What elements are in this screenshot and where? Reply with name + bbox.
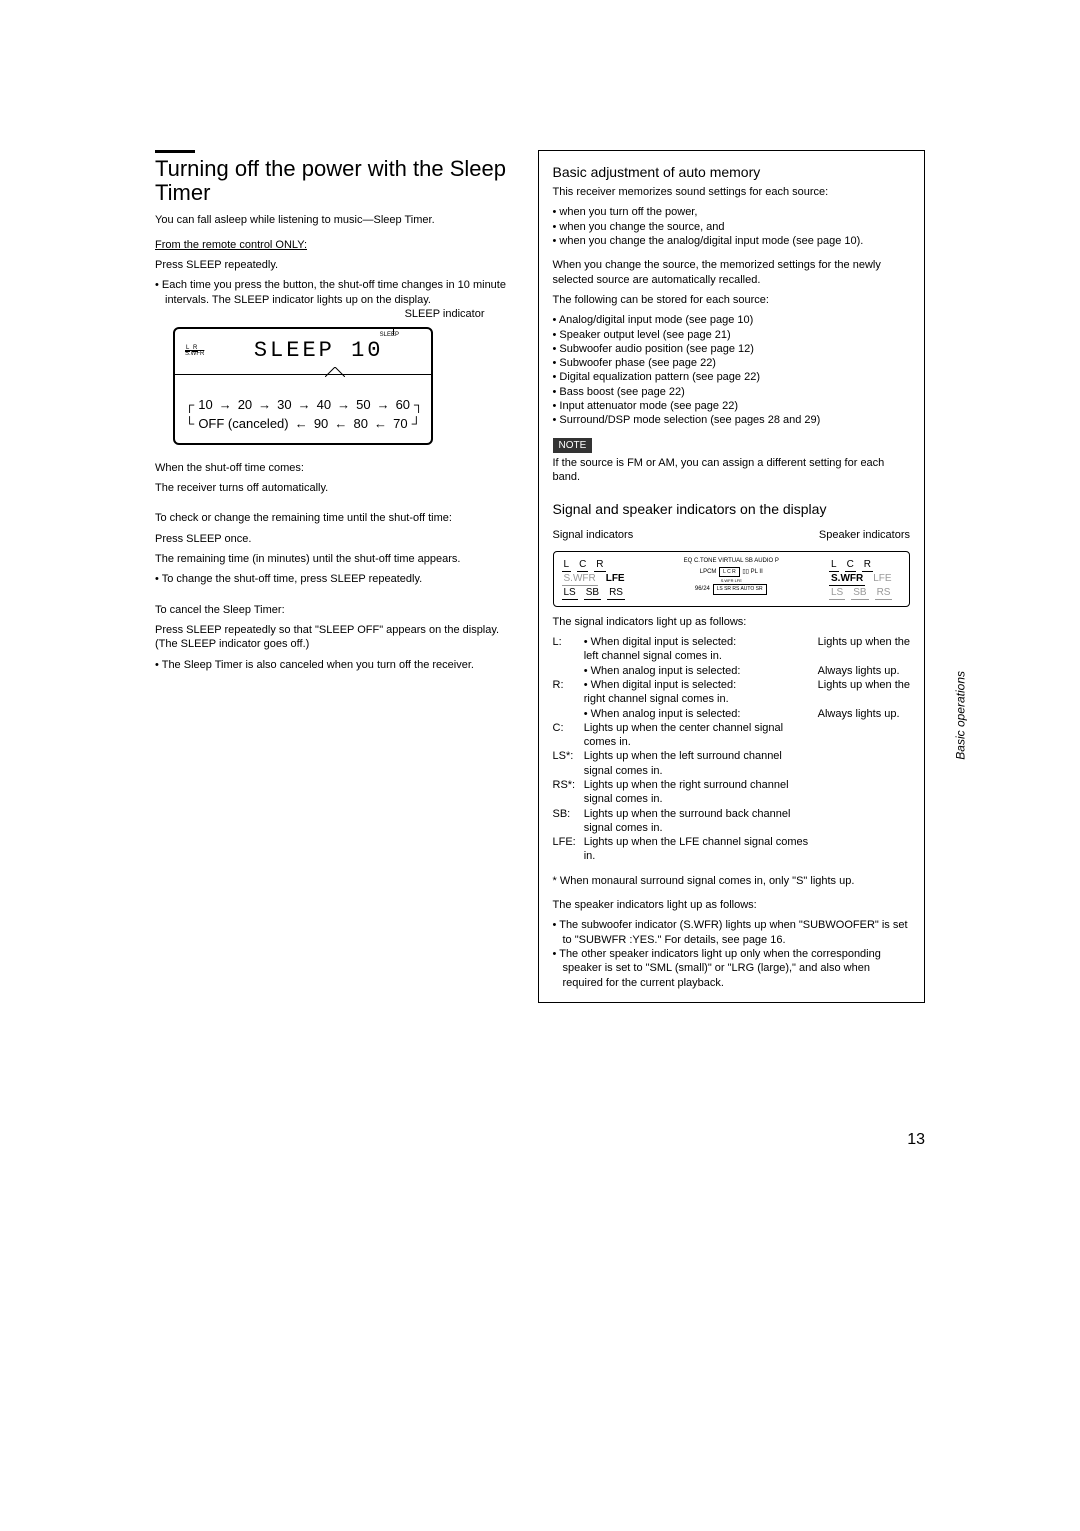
bullet-item: To change the shut-off time, press SLEEP… (155, 572, 513, 586)
memory-list-2: Analog/digital input mode (see page 10) … (553, 313, 911, 427)
def-row: • When analog input is selected:Always l… (553, 707, 911, 721)
display-top: L RS.WFR SLEEP 10 SLEEP (175, 329, 431, 375)
auto-memory-heading: Basic adjustment of auto memory (553, 163, 911, 181)
section-rule (155, 150, 195, 153)
list-item: The other speaker indicators light up on… (553, 947, 911, 990)
memory-p2b: The following can be stored for each sou… (553, 293, 911, 307)
list-item: Digital equalization pattern (see page 2… (553, 370, 911, 384)
footnote: * When monaural surround signal comes in… (553, 874, 911, 888)
memory-list-1: when you turn off the power, when you ch… (553, 205, 911, 248)
list-item: when you turn off the power, (553, 205, 911, 219)
def-row: left channel signal comes in. (553, 649, 911, 663)
right-column: Basic adjustment of auto memory This rec… (538, 150, 926, 1003)
note-text: If the source is FM or AM, you can assig… (553, 456, 911, 485)
list-item: Bass boost (see page 22) (553, 385, 911, 399)
cancel-bullets: The Sleep Timer is also canceled when yo… (155, 658, 513, 672)
list-item: Subwoofer audio position (see page 12) (553, 342, 911, 356)
sleep-timer-heading: Turning off the power with the Sleep Tim… (155, 157, 513, 205)
indicators-heading: Signal and speaker indicators on the dis… (553, 500, 911, 518)
display-text: SLEEP 10 (216, 337, 421, 366)
def-row: right channel signal comes in. (553, 692, 911, 706)
shutoff-heading: When the shut-off time comes: (155, 461, 513, 475)
flow-row-top: ┌ 10 20 30 40 50 60 ┐ (185, 397, 421, 414)
signal-intro: The signal indicators light up as follow… (553, 615, 911, 629)
list-item: The subwoofer indicator (S.WFR) lights u… (553, 918, 911, 947)
list-item: Surround/DSP mode selection (see pages 2… (553, 413, 911, 427)
list-item: Subwoofer phase (see page 22) (553, 356, 911, 370)
cancel-body: Press SLEEP repeatedly so that "SLEEP OF… (155, 623, 513, 652)
side-section-label: Basic operations (954, 671, 970, 760)
check-heading: To check or change the remaining time un… (155, 511, 513, 525)
def-row: LFE:Lights up when the LFE channel signa… (553, 835, 911, 864)
def-row: • When analog input is selected:Always l… (553, 664, 911, 678)
center-indicator-group: EQ C.TONE VIRTUAL SB AUDIO P LPCM L C R … (640, 558, 824, 600)
left-column: Turning off the power with the Sleep Tim… (155, 150, 513, 1003)
speaker-intro: The speaker indicators light up as follo… (553, 898, 911, 912)
list-item: Speaker output level (see page 21) (553, 328, 911, 342)
signal-definitions: L:• When digital input is selected:Light… (553, 635, 911, 864)
note-badge: NOTE (553, 438, 593, 453)
flow-row-bottom: └ OFF (canceled) 90 80 70 ┘ (185, 416, 421, 433)
bullet-list: Each time you press the button, the shut… (155, 278, 513, 307)
flow-diagram: ┌ 10 20 30 40 50 60 ┐ └ OFF (canceled) 9… (175, 389, 431, 443)
check-body-1: Press SLEEP once. (155, 532, 513, 546)
check-body-2: The remaining time (in minutes) until th… (155, 552, 513, 566)
bullet-item: The Sleep Timer is also canceled when yo… (155, 658, 513, 672)
def-row: C:Lights up when the center channel sign… (553, 721, 911, 750)
page-number: 13 (907, 1130, 925, 1151)
sleep-display-diagram: L RS.WFR SLEEP 10 SLEEP ┌ 10 20 30 40 50… (173, 327, 433, 445)
check-bullets: To change the shut-off time, press SLEEP… (155, 572, 513, 586)
list-item: when you change the source, and (553, 220, 911, 234)
press-sleep-text: Press SLEEP repeatedly. (155, 258, 513, 272)
cancel-heading: To cancel the Sleep Timer: (155, 603, 513, 617)
memory-intro: This receiver memorizes sound settings f… (553, 185, 911, 199)
def-row: R:• When digital input is selected:Light… (553, 678, 911, 692)
shutoff-body: The receiver turns off automatically. (155, 481, 513, 495)
speaker-indicators-label: Speaker indicators (819, 528, 910, 542)
signal-indicator-group: LCR S.WFRLFE LSSBRS (562, 558, 634, 600)
bullet-item: Each time you press the button, the shut… (155, 278, 513, 307)
indicator-display-diagram: LCR S.WFRLFE LSSBRS EQ C.TONE VIRTUAL SB… (553, 551, 911, 607)
indicator-labels: Signal indicators Speaker indicators (553, 528, 911, 542)
memory-p2a: When you change the source, the memorize… (553, 258, 911, 287)
from-remote-label: From the remote control ONLY: (155, 238, 513, 252)
intro-text: You can fall asleep while listening to m… (155, 213, 513, 227)
speaker-indicator-group: LCR S.WFRLFE LSSBRS (829, 558, 901, 600)
list-item: Analog/digital input mode (see page 10) (553, 313, 911, 327)
signal-indicators-label: Signal indicators (553, 528, 634, 542)
def-row: L:• When digital input is selected:Light… (553, 635, 911, 649)
sleep-indicator-label: SLEEP indicator (155, 307, 485, 321)
list-item: when you change the analog/digital input… (553, 234, 911, 248)
def-row: RS*:Lights up when the right surround ch… (553, 778, 911, 807)
mini-sleep-label: SLEEP (380, 332, 399, 340)
def-row: SB:Lights up when the surround back chan… (553, 807, 911, 836)
speaker-list: The subwoofer indicator (S.WFR) lights u… (553, 918, 911, 989)
list-item: Input attenuator mode (see page 22) (553, 399, 911, 413)
mini-swfr-icon: L RS.WFR (185, 345, 204, 357)
def-row: LS*:Lights up when the left surround cha… (553, 749, 911, 778)
